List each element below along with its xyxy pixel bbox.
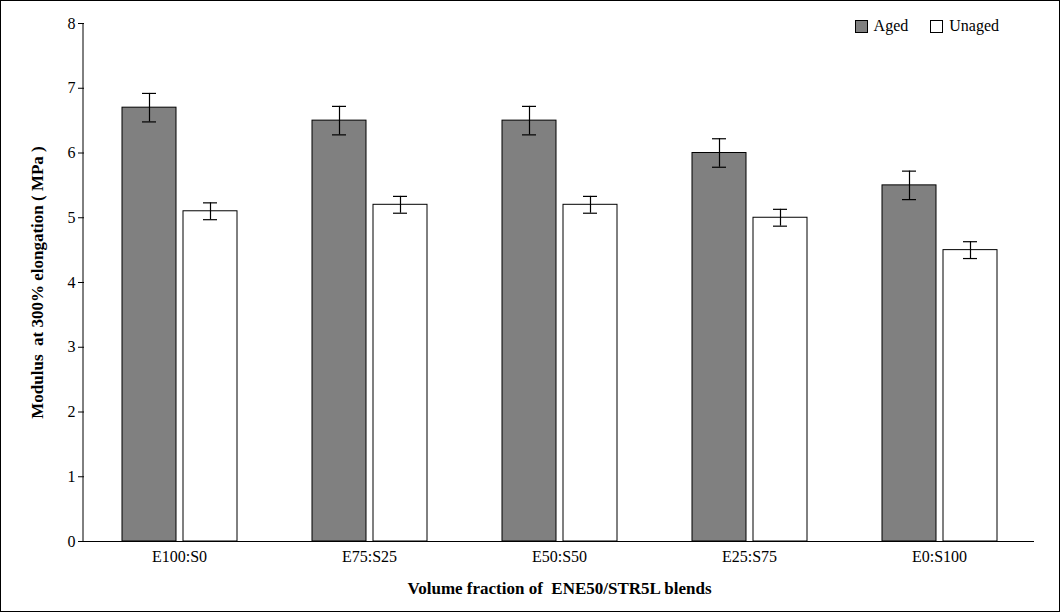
svg-text:6: 6: [68, 144, 76, 161]
svg-text:E75:S25: E75:S25: [342, 548, 397, 565]
svg-text:E50:S50: E50:S50: [532, 548, 587, 565]
svg-text:4: 4: [68, 274, 76, 291]
svg-text:E25:S75: E25:S75: [722, 548, 777, 565]
svg-text:2: 2: [68, 403, 76, 420]
svg-text:Volume fraction of ENE50/STR5: Volume fraction of ENE50/STR5L blends: [408, 579, 712, 598]
svg-text:E100:S0: E100:S0: [152, 548, 207, 565]
svg-text:7: 7: [68, 79, 76, 96]
svg-text:Modulus at 300% elongation (: Modulus at 300% elongation ( MPa ): [28, 146, 47, 418]
svg-text:8: 8: [68, 15, 76, 32]
html-text:Aged: Aged: [873, 17, 909, 34]
svg-text:E0:S100: E0:S100: [912, 548, 967, 565]
svg-text:5: 5: [68, 209, 76, 226]
svg-text:3: 3: [68, 338, 76, 355]
svg-text:1: 1: [68, 468, 76, 485]
html-text:Unaged: Unaged: [949, 17, 999, 34]
svg-text:0: 0: [68, 533, 76, 550]
